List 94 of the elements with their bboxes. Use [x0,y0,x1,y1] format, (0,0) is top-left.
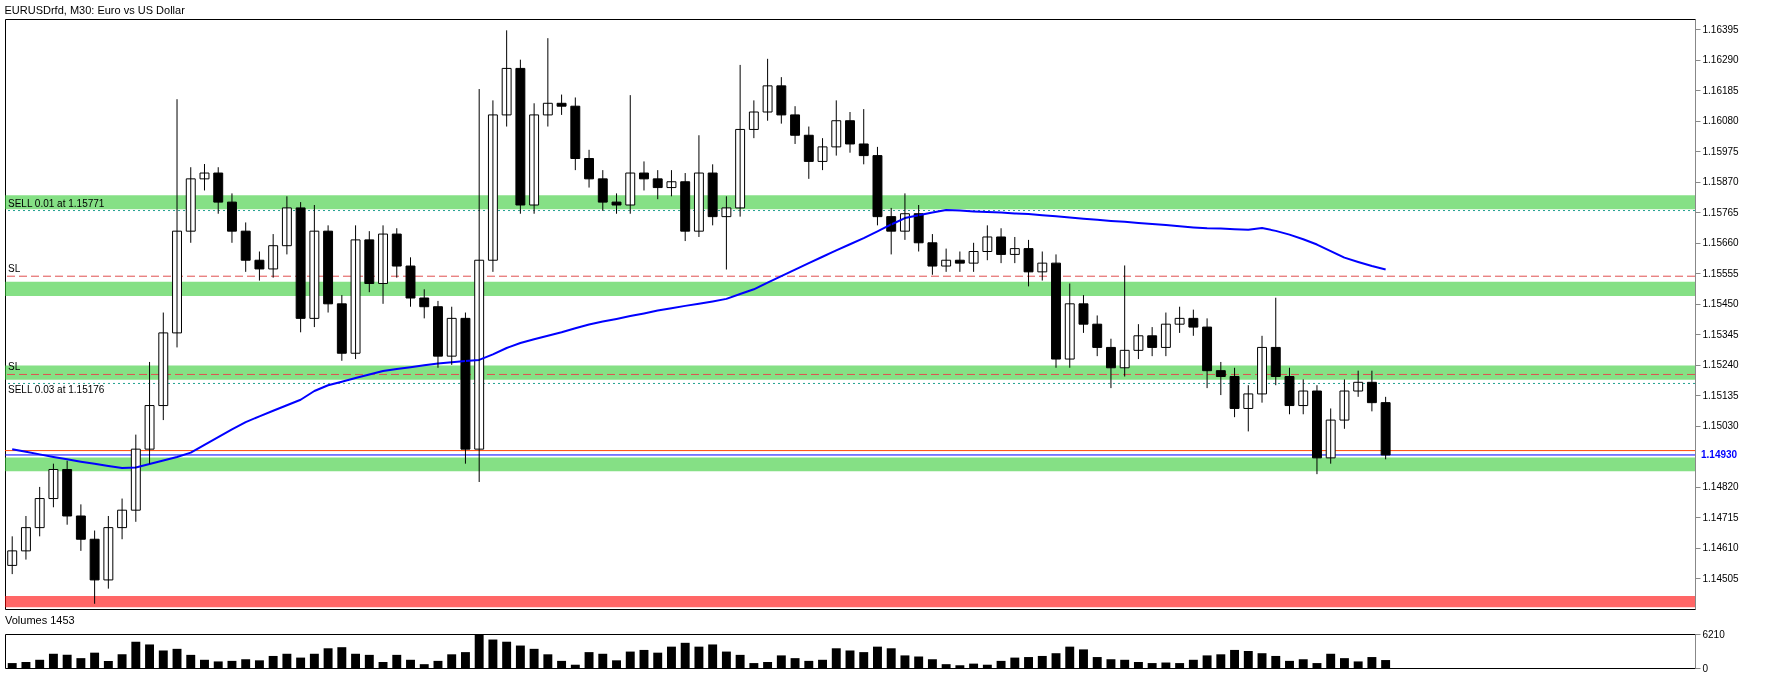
candlestick [1243,384,1254,432]
candlestick [1215,361,1226,396]
candlestick [707,163,718,226]
candlestick [254,251,265,282]
candlestick [1298,378,1309,415]
candlestick [666,169,677,197]
chart-title: Volumes 1453 [5,614,75,626]
y-tick-label: 1.15030 [1702,420,1740,432]
candlestick [1229,367,1240,418]
candlestick [597,169,608,212]
candlestick [460,312,471,465]
candlestick [872,146,883,226]
candlestick [968,242,979,273]
candlestick [762,58,773,122]
candlestick [1339,378,1350,430]
candlestick [295,201,306,333]
candlestick [103,515,114,590]
candlestick [419,288,430,319]
candlestick [34,486,45,537]
candlestick [831,99,842,157]
candlestick [625,94,636,215]
y-tick-label: 1.14505 [1702,572,1740,584]
candlestick [1023,239,1034,287]
candlestick [652,169,663,200]
candlestick [158,312,169,421]
y-tick-label: 1.15135 [1702,389,1740,401]
candlestick [336,294,347,362]
candlestick [803,126,814,180]
y-tick-label: 1.15765 [1702,206,1740,218]
y-tick-label: 1.16185 [1702,84,1740,96]
candlestick [1284,367,1295,415]
chart-title: EURUSDrfd, M30: Euro vs US Dollar [4,4,186,16]
y-tick-label: 1.14715 [1702,511,1740,523]
y-tick-label: 1.16080 [1702,115,1740,127]
candlestick [556,94,567,116]
candlestick [1092,314,1103,357]
y-tick-label: 6210 [1702,628,1726,640]
ref-line-label: SELL 0.03 at 1.15176 [8,384,105,396]
candlestick [1380,396,1391,460]
y-tick-label: 1.15450 [1702,298,1740,310]
candlestick [1064,282,1075,369]
y-tick-label: 1.15870 [1702,176,1740,188]
candlestick [1133,323,1144,360]
y-tick-label: 1.15345 [1702,328,1740,340]
candlestick [1037,251,1048,282]
y-tick-label: 1.15240 [1702,359,1740,371]
candlestick [48,463,59,508]
candlestick [1174,306,1185,334]
y-tick-label: 0 [1702,662,1709,673]
candlestick [858,108,869,165]
y-tick-label: 1.14610 [1702,542,1740,554]
candlestick [144,361,155,465]
y-tick-label: 1.16395 [1702,23,1740,35]
candlestick [1147,326,1158,357]
candlestick [570,96,581,171]
candlestick [1270,297,1281,386]
candlestick [199,163,210,191]
candlestick [927,233,938,276]
y-tick-label: 1.15555 [1702,267,1740,279]
ref-line-label: SL [8,263,21,275]
candlestick [185,166,196,244]
candlestick [1353,370,1364,398]
candlestick [309,204,320,328]
candlestick [364,230,375,293]
candlestick [391,227,402,279]
candlestick [213,166,224,215]
candlestick [1078,294,1089,334]
y-tick-label: 1.15660 [1702,237,1740,249]
candlestick [446,306,457,366]
ref-line-label: SELL 0.01 at 1.15771 [8,197,105,209]
y-tick-label: 1.14820 [1702,481,1740,493]
candlestick [501,29,512,128]
ref-line-label: SL [8,361,21,373]
candlestick [542,37,553,128]
candlestick [982,224,993,261]
candlestick [680,172,691,242]
candlestick [639,160,649,191]
candlestick [721,195,732,271]
candlestick [350,224,361,360]
candlestick [405,256,416,308]
candlestick [474,88,485,483]
candlestick [89,530,100,605]
candlestick [611,192,622,215]
ref-line-label: 1.14930 [1701,448,1738,460]
candlestick [1009,236,1020,264]
y-tick-label: 1.16290 [1702,54,1740,66]
candlestick [817,137,828,171]
candlestick [515,59,526,215]
candlestick [776,76,787,125]
candlestick [240,221,251,273]
candlestick [268,233,279,279]
candlestick [1188,309,1199,337]
candlestick [1325,407,1336,465]
y-tick-label: 1.15975 [1702,145,1740,157]
